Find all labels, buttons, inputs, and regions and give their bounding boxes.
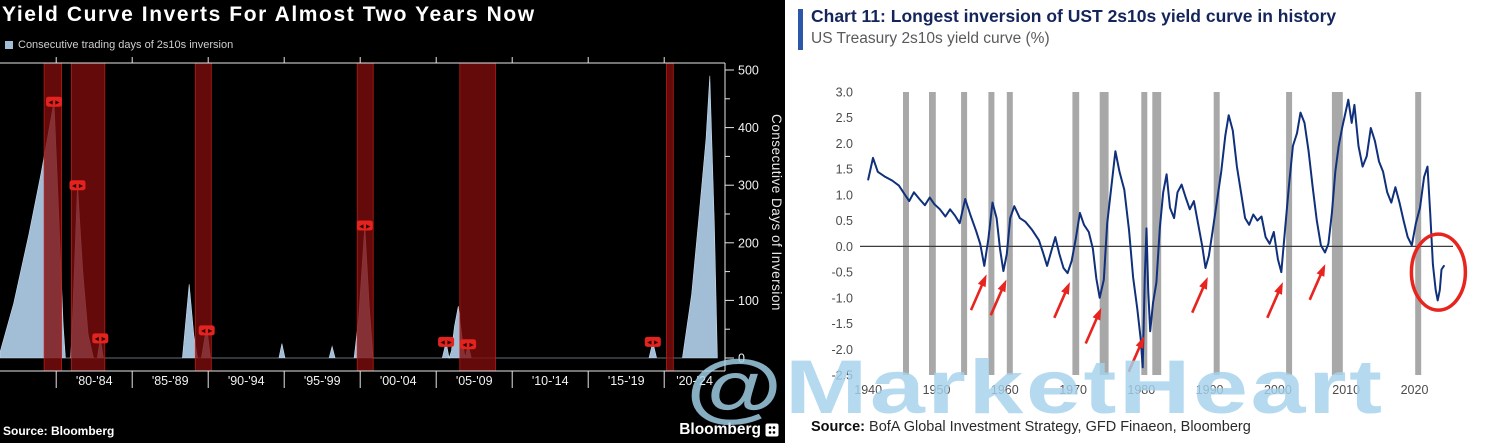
bloomberg-wordmark: Bloomberg [679, 421, 761, 438]
svg-text:0.5: 0.5 [836, 214, 853, 228]
inversion-value-markers: ◄► ◄► ◄► ◄► ◄► ◄► ◄► ◄► [46, 96, 661, 350]
left-y-axis-title: Consecutive Days of Inversion [769, 114, 784, 311]
bloomberg-mark-icon [765, 423, 779, 437]
svg-text:1980: 1980 [1127, 383, 1155, 397]
svg-text:◄►: ◄► [71, 183, 85, 190]
recent-inversion-highlight-circle [1409, 232, 1468, 312]
svg-text:300: 300 [738, 179, 759, 193]
svg-text:◄►: ◄► [439, 340, 453, 347]
bloomberg-chart-panel: Yield Curve Inverts For Almost Two Years… [0, 0, 785, 443]
left-chart-title: Yield Curve Inverts For Almost Two Years… [2, 3, 536, 26]
svg-text:-0.5: -0.5 [831, 266, 853, 280]
svg-text:1960: 1960 [991, 383, 1019, 397]
svg-text:'15-'19: '15-'19 [608, 374, 645, 388]
svg-text:'05-'09: '05-'09 [456, 374, 493, 388]
svg-text:100: 100 [738, 294, 759, 308]
bofa-chart-panel: Chart 11: Longest inversion of UST 2s10s… [785, 0, 1485, 443]
right-chart-plot: 3.0 2.5 2.0 1.5 1.0 0.5 0.0 -0.5 -1.0 -1.5 -2.0 -2.… [831, 86, 1468, 398]
svg-text:'00-'04: '00-'04 [380, 374, 417, 388]
svg-text:0: 0 [738, 352, 745, 366]
svg-text:◄►: ◄► [200, 328, 214, 335]
recession-bands [43, 62, 674, 372]
svg-text:2020: 2020 [1401, 383, 1429, 397]
svg-text:◄►: ◄► [358, 223, 372, 230]
svg-text:'90-'94: '90-'94 [228, 374, 265, 388]
svg-text:2.0: 2.0 [836, 137, 853, 151]
left-chart-plot: 0 100 200 300 400 500 '80-'84 '85-'89 '90-'94 '95… [0, 57, 759, 388]
svg-text:1970: 1970 [1059, 383, 1087, 397]
legend-swatch [5, 41, 13, 49]
svg-text:-2.5: -2.5 [831, 369, 853, 383]
inversion-arrows [969, 264, 1326, 373]
svg-text:◄►: ◄► [461, 342, 475, 349]
svg-text:'20-'24: '20-'24 [676, 374, 713, 388]
svg-text:-2.0: -2.0 [831, 343, 853, 357]
svg-text:'10-'14: '10-'14 [532, 374, 569, 388]
svg-text:-1.5: -1.5 [831, 317, 853, 331]
svg-text:'80-'84: '80-'84 [76, 374, 113, 388]
right-chart-subtitle: US Treasury 2s10s yield curve (%) [811, 30, 1050, 47]
left-source-note: Source: Bloomberg [3, 424, 115, 438]
svg-text:1950: 1950 [923, 383, 951, 397]
left-chart-legend: Consecutive trading days of 2s10s invers… [5, 39, 233, 51]
svg-text:400: 400 [738, 121, 759, 135]
svg-text:1.0: 1.0 [836, 188, 853, 202]
svg-text:500: 500 [738, 64, 759, 78]
svg-text:2010: 2010 [1332, 383, 1360, 397]
svg-text:3.0: 3.0 [836, 86, 853, 100]
svg-text:1.5: 1.5 [836, 163, 853, 177]
svg-text:'95-'99: '95-'99 [304, 374, 341, 388]
svg-text:1990: 1990 [1196, 383, 1224, 397]
yield-curve-line [867, 98, 1445, 369]
svg-text:200: 200 [738, 236, 759, 250]
right-source-text: BofA Global Investment Strategy, GFD Fin… [869, 419, 1251, 435]
svg-text:1940: 1940 [854, 383, 882, 397]
right-chart-title: Chart 11: Longest inversion of UST 2s10s… [811, 6, 1337, 26]
legend-label: Consecutive trading days of 2s10s invers… [18, 39, 234, 51]
right-source-label: Source: [811, 419, 865, 435]
right-source-note: Source: BofA Global Investment Strategy,… [811, 419, 1251, 435]
right-axes: 3.0 2.5 2.0 1.5 1.0 0.5 0.0 -0.5 -1.0 -1.5 -2.0 -2.… [831, 86, 1428, 398]
svg-text:2.5: 2.5 [836, 111, 853, 125]
svg-text:◄►: ◄► [646, 340, 660, 347]
left-axes: 0 100 200 300 400 500 '80-'84 '85-'89 '90-'94 '95… [0, 57, 759, 388]
svg-text:'85-'89: '85-'89 [152, 374, 189, 388]
svg-text:2000: 2000 [1264, 383, 1292, 397]
bloomberg-logo: Bloomberg [679, 421, 779, 439]
svg-text:◄►: ◄► [93, 336, 107, 343]
recession-bars [903, 92, 1422, 375]
title-accent-bar [798, 9, 803, 50]
svg-text:-1.0: -1.0 [831, 291, 853, 305]
svg-text:0.0: 0.0 [836, 240, 853, 254]
svg-text:◄►: ◄► [47, 100, 61, 107]
